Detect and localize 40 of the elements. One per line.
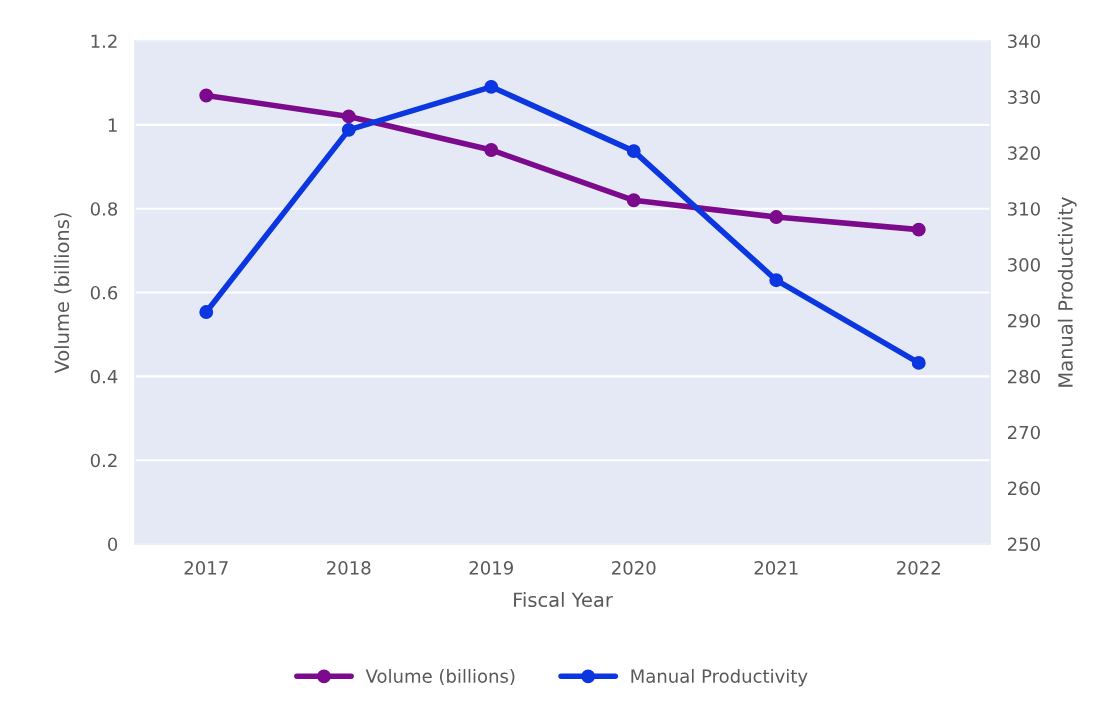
- legend-label: Manual Productivity: [631, 668, 808, 687]
- y2-tick-label: 270: [1007, 425, 1040, 440]
- y2-tick-label: 250: [1007, 537, 1040, 552]
- y-tick-label: 1: [108, 118, 117, 132]
- y-tick-label: 0.4: [90, 369, 118, 384]
- point: [484, 79, 499, 94]
- y2-tick-label: 320: [1008, 146, 1040, 160]
- y-axis-title: Volume (billions): [54, 213, 72, 374]
- y2-tick-label: 310: [1008, 202, 1040, 216]
- point: [199, 88, 214, 103]
- y-tick-label: 0.8: [90, 202, 118, 216]
- y2-tick-label: 280: [1007, 369, 1040, 384]
- point: [484, 143, 499, 157]
- x-tick-label: 2022: [897, 560, 940, 575]
- point: [769, 273, 784, 288]
- legend-label: Volume (billions): [365, 668, 515, 686]
- y2-tick-label: 340: [1008, 34, 1040, 49]
- y-tick-label: 0: [108, 537, 118, 552]
- x-tick-label: 2018: [327, 560, 371, 575]
- x-tick-label: 2021: [754, 560, 798, 575]
- point: [769, 210, 784, 224]
- x-tick-label: 2017: [184, 560, 228, 575]
- y-tick-label: 1.2: [91, 34, 117, 48]
- point: [199, 305, 214, 320]
- y-tick-label: 0.6: [90, 285, 118, 300]
- point: [911, 355, 926, 370]
- x-tick-label: 2020: [612, 560, 656, 575]
- y-tick-label: 0.2: [90, 453, 117, 468]
- point: [341, 109, 356, 124]
- point: [626, 193, 641, 208]
- y2-tick-label: 330: [1008, 90, 1040, 105]
- y2-axis-title: Manual Productivity: [1057, 197, 1077, 387]
- y2-tick-label: 260: [1007, 481, 1040, 496]
- y2-tick-label: 290: [1007, 313, 1040, 328]
- point: [911, 222, 926, 237]
- x-axis-title: Fiscal Year: [514, 592, 613, 608]
- x-tick-label: 2019: [469, 560, 513, 575]
- point: [341, 122, 356, 137]
- point: [626, 144, 641, 159]
- y2-tick-label: 300: [1008, 258, 1040, 272]
